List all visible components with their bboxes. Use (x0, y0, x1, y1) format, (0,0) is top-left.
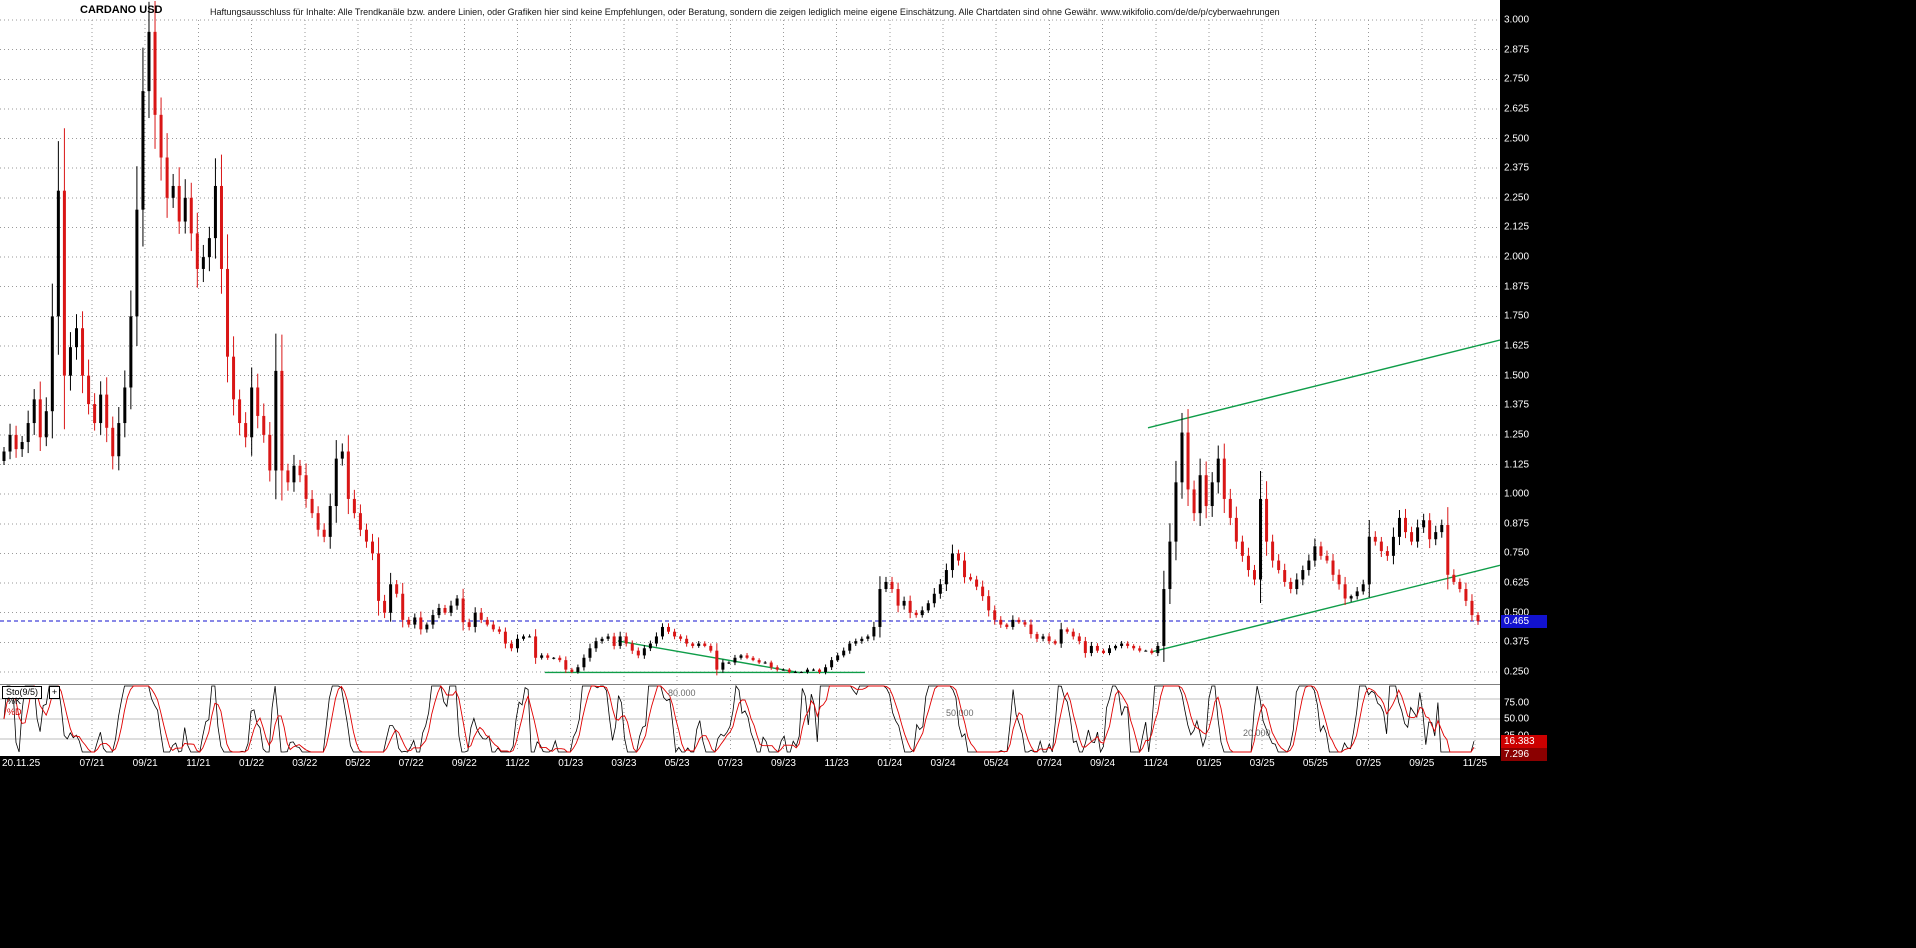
time-tick-label: 05/25 (1302, 758, 1328, 769)
percent-k-label: %K (7, 696, 22, 706)
price-pane (0, 0, 1500, 756)
price-tick-label: 2.250 (1504, 192, 1530, 204)
disclaimer-text: Haftungsausschluss für Inhalte: Alle Tre… (210, 7, 1280, 17)
time-tick-label: 03/22 (292, 758, 318, 769)
price-tick-label: 0.250 (1504, 666, 1530, 678)
price-tick-label: 0.625 (1504, 577, 1530, 589)
price-tick-label: 1.500 (1504, 370, 1530, 382)
time-tick-label: 03/23 (611, 758, 637, 769)
sto-k-value-badge: 16.383 (1501, 735, 1547, 748)
time-tick-label: 11/25 (1462, 758, 1488, 769)
price-tick-label: 2.375 (1504, 162, 1530, 174)
time-tick-label: 01/24 (877, 758, 903, 769)
price-tick-label: 1.625 (1504, 340, 1530, 352)
price-tick-label: 0.500 (1504, 607, 1530, 619)
time-tick-label: 09/21 (132, 758, 158, 769)
time-tick-label: 09/25 (1409, 758, 1435, 769)
time-tick-label: 09/22 (451, 758, 477, 769)
time-tick-label: 05/23 (664, 758, 690, 769)
time-tick-label: 11/22 (505, 758, 530, 769)
sto-level-label: 80.000 (668, 688, 696, 699)
price-tick-label: 2.750 (1504, 73, 1530, 85)
price-tick-label: 1.125 (1504, 459, 1530, 471)
price-tick-label: 1.875 (1504, 281, 1530, 293)
price-tick-label: 0.875 (1504, 518, 1530, 530)
price-tick-label: 1.750 (1504, 310, 1530, 322)
price-tick-label: 1.000 (1504, 488, 1530, 500)
price-tick-label: 2.125 (1504, 221, 1530, 233)
price-tick-label: 0.375 (1504, 636, 1530, 648)
time-tick-label: 05/22 (345, 758, 371, 769)
current-price-badge: 0.465 (1501, 615, 1547, 628)
time-tick-label: 11/24 (1143, 758, 1168, 769)
price-tick-label: 0.750 (1504, 547, 1530, 559)
chart-date-label: 20.11.25 (2, 758, 41, 769)
sto-indicator-label[interactable]: Sto(9/5) (2, 686, 43, 699)
time-tick-label: 07/22 (398, 758, 424, 769)
price-tick-label: 2.625 (1504, 103, 1530, 115)
time-tick-label: 03/25 (1249, 758, 1275, 769)
percent-d-label: %D (7, 707, 22, 717)
price-tick-label: 1.375 (1504, 399, 1530, 411)
time-tick-label: 11/23 (824, 758, 849, 769)
price-tick-label: 2.500 (1504, 133, 1530, 145)
sto-axis-label: 75.00 (1504, 697, 1530, 708)
sto-axis-label: 50.00 (1504, 713, 1530, 725)
time-tick-label: 07/23 (717, 758, 743, 769)
sto-d-value-badge: 7.296 (1501, 748, 1547, 761)
time-tick-label: 03/24 (930, 758, 956, 769)
time-tick-label: 07/24 (1036, 758, 1062, 769)
price-tick-label: 3.000 (1504, 14, 1530, 26)
time-tick-label: 07/25 (1356, 758, 1382, 769)
price-tick-label: 2.875 (1504, 44, 1530, 56)
time-tick-label: 09/24 (1090, 758, 1116, 769)
time-tick-label: 01/25 (1196, 758, 1222, 769)
time-tick-label: 09/23 (770, 758, 796, 769)
sto-level-label: 20.000 (1243, 727, 1271, 738)
price-tick-label: 2.000 (1504, 251, 1530, 263)
candlestick-canvas[interactable] (0, 0, 1500, 756)
price-tick-label: 1.250 (1504, 429, 1530, 441)
sto-level-label: 50.000 (946, 708, 974, 718)
time-tick-label: 11/21 (186, 758, 211, 769)
add-indicator-icon[interactable]: + (49, 686, 60, 699)
time-tick-label: 07/21 (79, 758, 105, 769)
time-tick-label: 01/23 (558, 758, 584, 769)
chart-title: CARDANO USD (80, 4, 163, 16)
time-tick-label: 05/24 (983, 758, 1009, 769)
time-tick-label: 01/22 (239, 758, 265, 769)
